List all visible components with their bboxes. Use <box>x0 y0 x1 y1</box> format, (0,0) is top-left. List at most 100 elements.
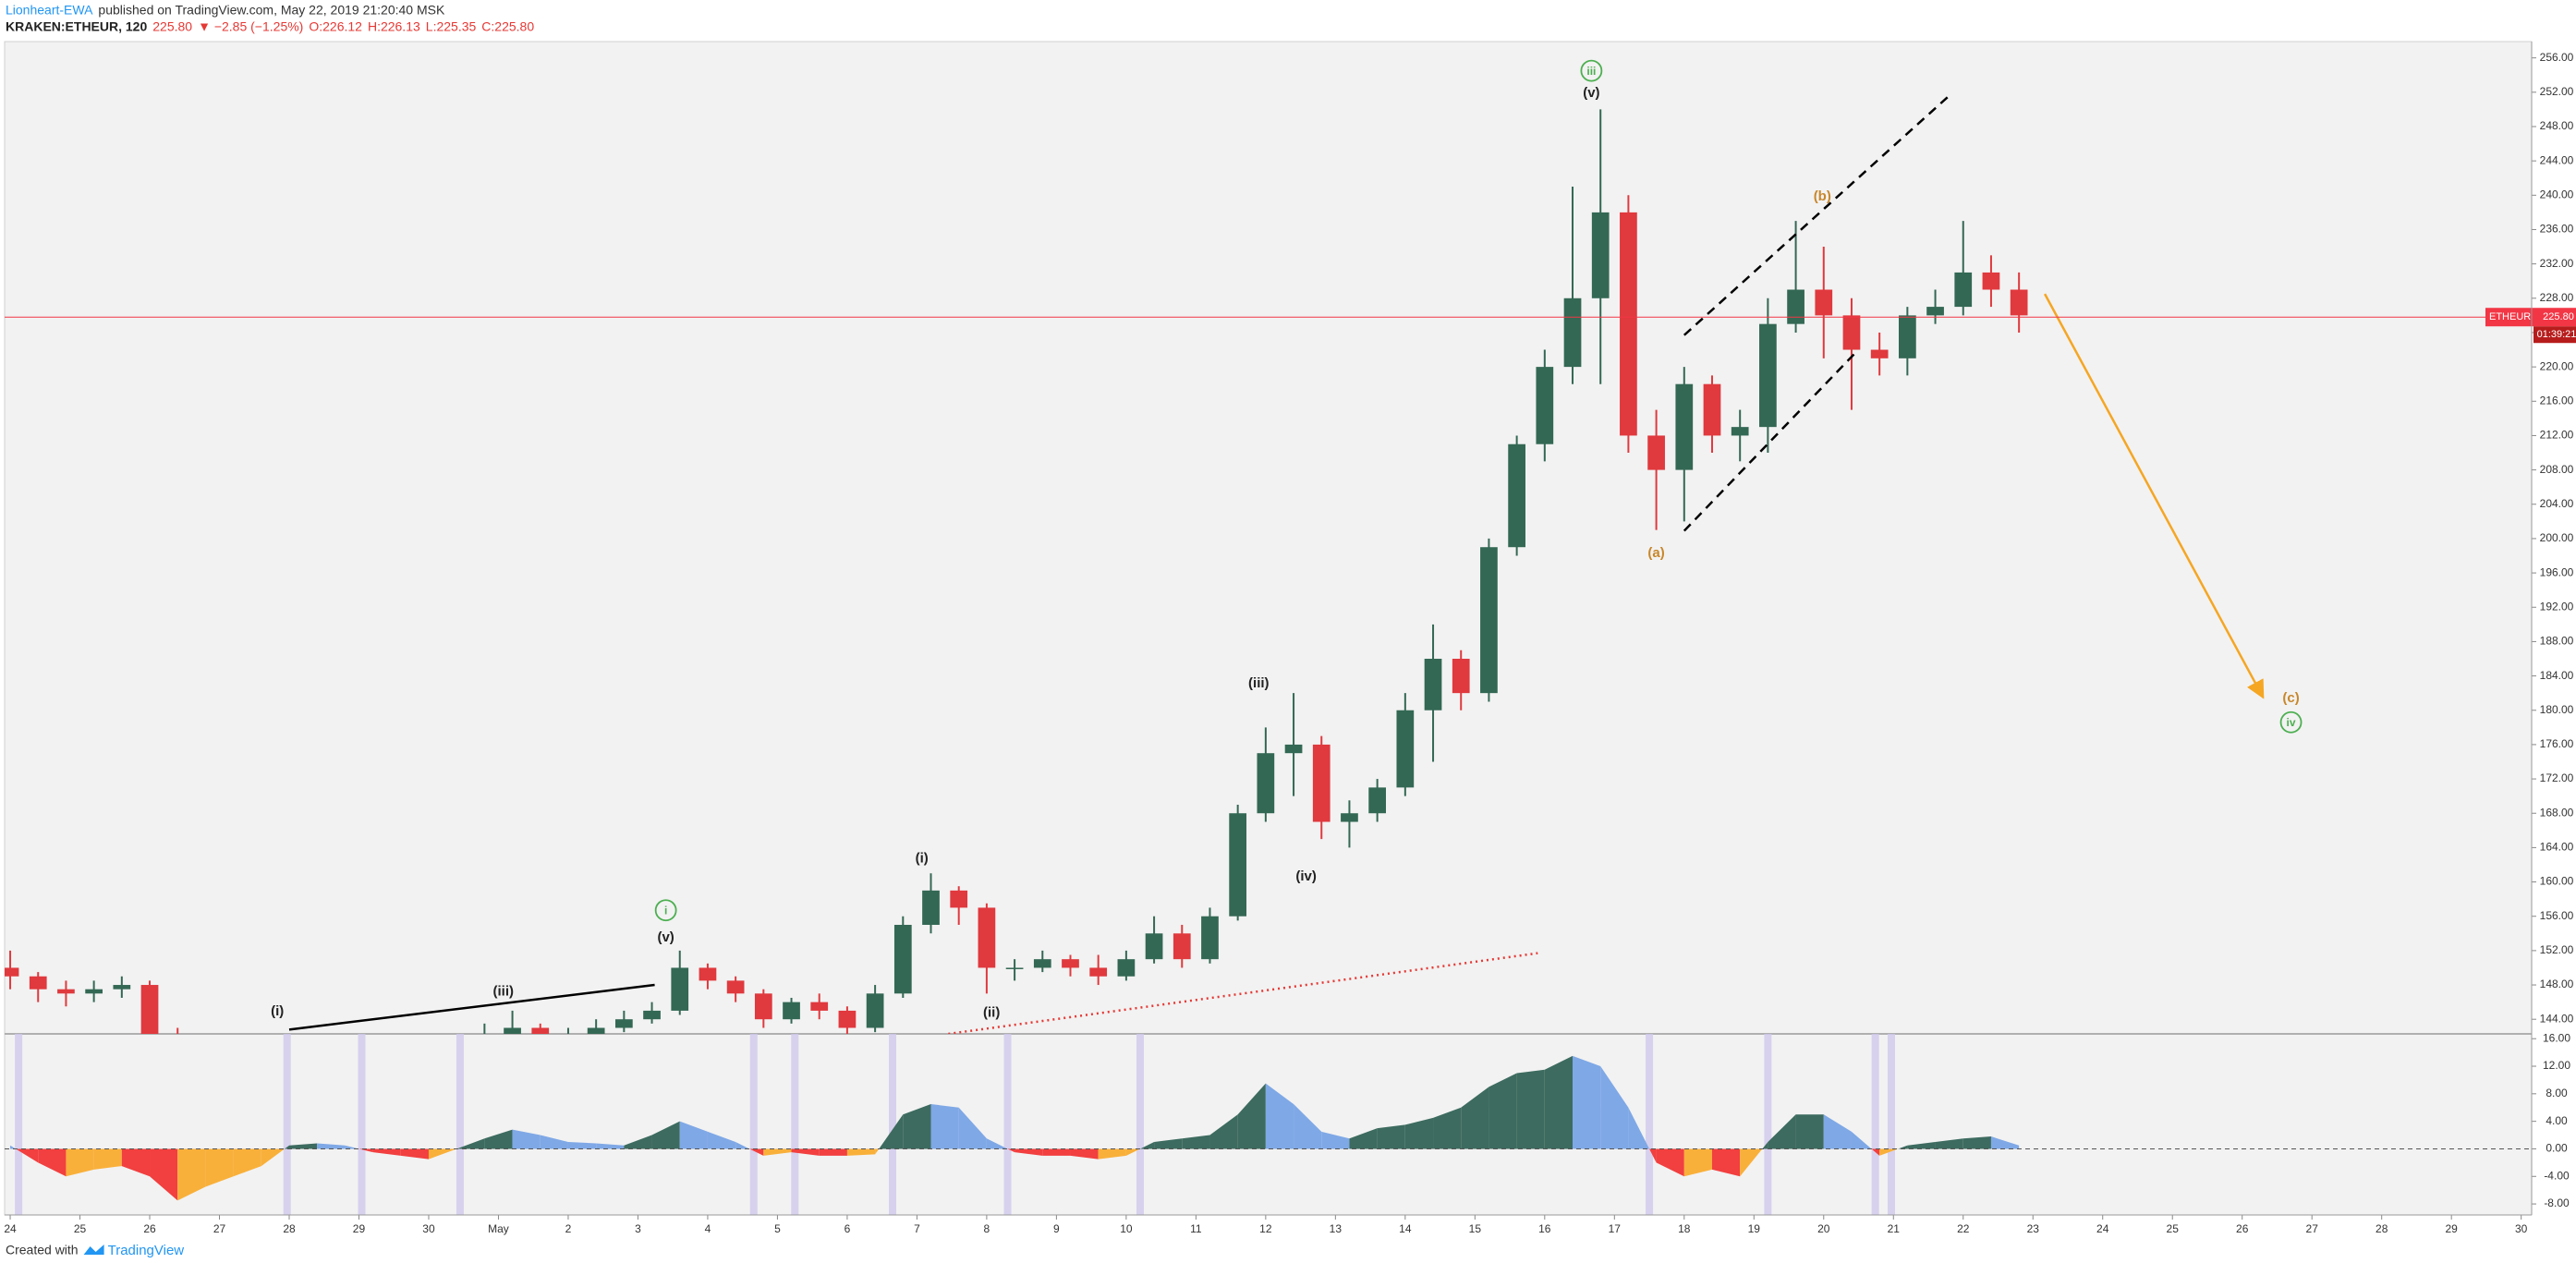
y-tick-label: 204.00 <box>2540 497 2574 510</box>
oscillator-area <box>1139 1142 1155 1149</box>
x-tick-label: 10 <box>1120 1222 1133 1235</box>
y-tick-label: 196.00 <box>2540 565 2574 578</box>
y-tick-label: 0.00 <box>2546 1142 2568 1155</box>
x-tick-label: 5 <box>774 1222 781 1235</box>
oscillator-area <box>1125 1148 1140 1156</box>
candle-body <box>140 985 159 1034</box>
candle-body <box>726 980 745 994</box>
oscillator-area <box>1990 1136 2020 1149</box>
candle-body <box>1145 933 1163 960</box>
highlight-band <box>456 1034 464 1215</box>
wave-label: (v) <box>1583 85 1599 101</box>
wave-label: (iii) <box>493 984 515 1000</box>
x-tick-label: 24 <box>4 1222 17 1235</box>
trend-line <box>1683 352 1856 532</box>
oscillator-area <box>345 1145 359 1149</box>
x-tick-label: 21 <box>1888 1222 1901 1235</box>
oscillator-area <box>400 1148 429 1160</box>
oscillator-area <box>1935 1138 1963 1149</box>
x-tick-label: 28 <box>2376 1222 2388 1235</box>
highlight-band <box>1003 1034 1012 1215</box>
candle-body <box>1620 212 1637 436</box>
oscillator-area <box>958 1107 987 1149</box>
y-tick-label: 16.00 <box>2543 1031 2570 1044</box>
oscillator-area <box>428 1148 457 1160</box>
wave-label: (v) <box>657 929 674 945</box>
oscillator-area <box>1649 1148 1657 1163</box>
oscillator-area <box>121 1148 151 1177</box>
x-tick-label: 6 <box>844 1222 851 1235</box>
x-tick-label: 13 <box>1330 1222 1343 1235</box>
candle-body <box>810 1002 829 1011</box>
oscillator-area <box>1683 1148 1712 1177</box>
oscillator-area <box>1762 1142 1768 1149</box>
y-tick-label: 200.00 <box>2540 531 2574 544</box>
oscillator-area <box>512 1129 541 1149</box>
candle-body <box>893 925 912 994</box>
wave-label: (b) <box>1814 188 1831 204</box>
header-text: 225.80 <box>152 19 192 34</box>
oscillator-area <box>358 1148 373 1153</box>
oscillator-pane <box>5 1034 2532 1215</box>
wave-label: (iii) <box>1248 675 1270 691</box>
wave-label: iii <box>1586 65 1596 78</box>
x-tick-label: 24 <box>2096 1222 2109 1235</box>
oscillator-area <box>1377 1124 1405 1149</box>
x-tick-label: 23 <box>2027 1222 2040 1235</box>
x-tick-label: 7 <box>914 1222 920 1235</box>
oscillator-area <box>484 1129 513 1149</box>
oscillator-area <box>651 1121 680 1149</box>
x-tick-label: 14 <box>1399 1222 1412 1235</box>
candle-body <box>1396 710 1415 788</box>
oscillator-area <box>1898 1145 1908 1149</box>
candle-body <box>1452 658 1470 694</box>
oscillator-area <box>1907 1142 1936 1149</box>
y-tick-label: 144.00 <box>2540 1012 2574 1025</box>
oscillator-area <box>1404 1117 1434 1149</box>
candle-body <box>1675 383 1694 470</box>
x-tick-label: 28 <box>283 1222 296 1235</box>
candle-body <box>671 967 689 1011</box>
candle-body <box>1842 315 1861 350</box>
y-tick-label: 156.00 <box>2540 909 2574 922</box>
y-tick-label: 168.00 <box>2540 806 2574 819</box>
candle-body <box>1117 959 1136 977</box>
oscillator-area <box>819 1148 847 1156</box>
x-tick-label: May <box>488 1222 509 1235</box>
candle-body <box>1089 967 1108 977</box>
y-tick-label: 148.00 <box>2540 978 2574 990</box>
x-tick-label: 4 <box>705 1222 711 1235</box>
oscillator-area <box>1321 1131 1350 1149</box>
x-tick-label: 29 <box>2446 1222 2459 1235</box>
oscillator-area <box>1573 1055 1601 1149</box>
candle-body <box>57 989 75 994</box>
oscillator-area <box>177 1148 206 1201</box>
x-tick-label: 22 <box>1957 1222 1970 1235</box>
oscillator-area <box>1488 1073 1517 1149</box>
trend-line <box>1683 94 1950 336</box>
wave-circle <box>1580 59 1603 82</box>
highlight-band <box>283 1034 291 1215</box>
oscillator-area <box>1182 1135 1210 1149</box>
wave-label: (ii) <box>983 1005 1000 1021</box>
highlight-band <box>1646 1034 1654 1215</box>
y-tick-label: 184.00 <box>2540 669 2574 682</box>
y-tick-label: 4.00 <box>2546 1114 2568 1127</box>
candle-body <box>1062 959 1079 968</box>
y-tick-label: 192.00 <box>2540 600 2574 613</box>
y-tick-label: 236.00 <box>2540 223 2574 236</box>
highlight-band <box>1888 1034 1896 1215</box>
y-tick-label: 248.00 <box>2540 119 2574 132</box>
oscillator-area <box>1461 1087 1489 1149</box>
oscillator-area <box>1600 1066 1629 1149</box>
oscillator-area <box>791 1148 820 1156</box>
price-pane: iii (v) (b) (a) (c) iv (iii) (iv) (i) (ii) i (v) (ii… <box>5 59 2532 1034</box>
y-tick-label: 12.00 <box>2543 1059 2570 1072</box>
candle-body <box>643 1010 661 1020</box>
header-text: ▼ −2.85 (−1.25%) <box>198 19 303 34</box>
x-tick-label: 25 <box>2167 1222 2180 1235</box>
candle-body <box>1033 959 1051 968</box>
oscillator-area <box>1544 1055 1574 1149</box>
y-tick-label: 160.00 <box>2540 875 2574 888</box>
x-tick-label: 15 <box>1469 1222 1482 1235</box>
